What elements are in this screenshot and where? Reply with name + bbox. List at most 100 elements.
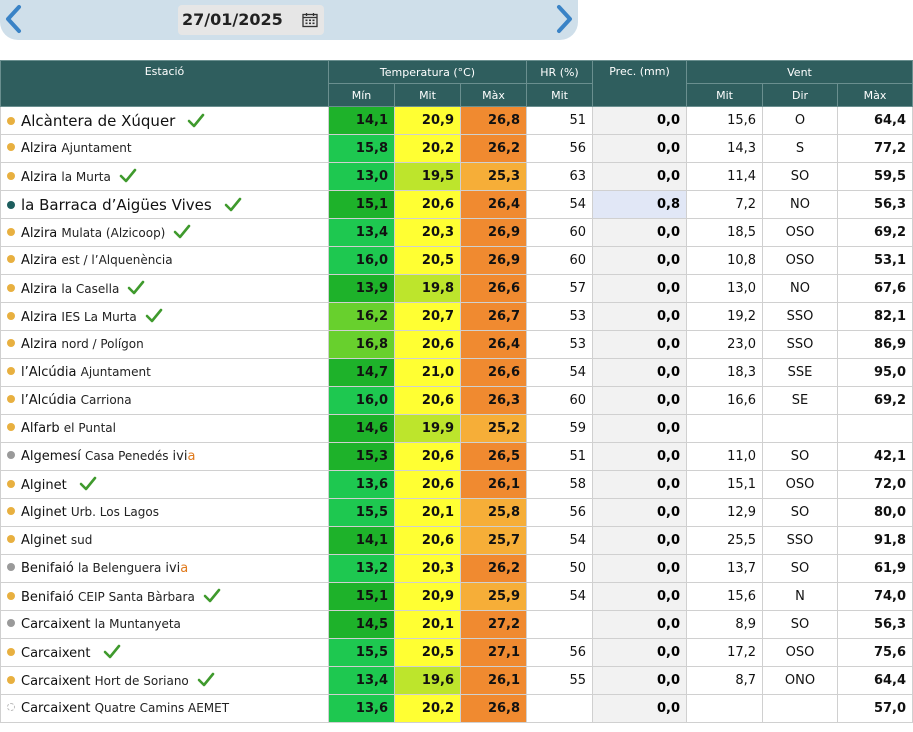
- prec-cell: 0,0: [592, 246, 688, 275]
- wind-dir-cell: [762, 694, 839, 723]
- table-row[interactable]: Benifaió CEIP Santa Bàrbara 15,1 20,9 25,9 5…: [0, 582, 913, 611]
- table-row[interactable]: Alzira la Casella 13,9 19,8 26,6 57 0,0 13,0 NO…: [0, 274, 913, 303]
- header-prec[interactable]: Prec. (mm): [592, 60, 688, 107]
- table-row[interactable]: Carcaixent 15,5 20,5 27,1 56 0,0 17,2 OSO 75,6: [0, 638, 913, 667]
- station-cell[interactable]: Carcaixent Hort de Soriano: [0, 666, 329, 695]
- station-cell[interactable]: l’Alcúdia Ajuntament: [0, 358, 329, 387]
- station-cell[interactable]: Alfarb el Puntal: [0, 414, 329, 443]
- table-row[interactable]: la Barraca d’Aigües Vives 15,1 20,6 26,4 54…: [0, 190, 913, 219]
- header-temp-max[interactable]: Màx: [459, 83, 528, 107]
- station-cell[interactable]: Carcaixent: [0, 638, 329, 667]
- temp-min-cell: 13,0: [328, 162, 395, 191]
- wind-max-cell: 59,5: [837, 162, 913, 191]
- header-station[interactable]: Estació: [0, 60, 329, 107]
- table-row[interactable]: l’Alcúdia Carriona 16,0 20,6 26,3 60 0,0 16,6 S…: [0, 386, 913, 415]
- station-cell[interactable]: Benifaió la Belenguera ivia: [0, 554, 329, 583]
- table-row[interactable]: Alzira est / l’Alquenència 16,0 20,5 26,9 60…: [0, 246, 913, 275]
- wind-mit-cell: 15,1: [686, 470, 764, 499]
- station-name: Alzira: [21, 141, 58, 156]
- wind-max-cell: 72,0: [837, 470, 913, 499]
- date-navigation-bar: 27/01/2025: [0, 0, 578, 40]
- prec-cell: 0,0: [592, 638, 688, 667]
- wind-max-cell: 42,1: [837, 442, 913, 471]
- table-row[interactable]: Alzira Ajuntament 15,8 20,2 26,2 56 0,0 14,3 S 7…: [0, 134, 913, 163]
- station-name: Carcaixent: [21, 701, 91, 716]
- station-cell[interactable]: Alzira Ajuntament: [0, 134, 329, 163]
- chevron-left-icon[interactable]: [2, 2, 26, 36]
- station-cell[interactable]: Alzira la Murta: [0, 162, 329, 191]
- wind-mit-cell: 13,0: [686, 274, 764, 303]
- chevron-right-icon[interactable]: [552, 2, 576, 36]
- station-cell[interactable]: Alginet: [0, 470, 329, 499]
- wind-max-cell: 61,9: [837, 554, 913, 583]
- header-wind-dir[interactable]: Dir: [762, 83, 839, 107]
- temp-min-cell: 16,8: [328, 330, 395, 359]
- station-cell[interactable]: l’Alcúdia Carriona: [0, 386, 329, 415]
- wind-max-cell: 69,2: [837, 386, 913, 415]
- wind-mit-cell: 15,6: [686, 106, 764, 135]
- table-row[interactable]: Alginet sud 14,1 20,6 25,7 54 0,0 25,5 SSO 91,8: [0, 526, 913, 555]
- station-cell[interactable]: la Barraca d’Aigües Vives: [0, 190, 329, 219]
- temp-mit-cell: 20,7: [394, 302, 461, 331]
- checkmark-icon: [103, 644, 120, 659]
- station-cell[interactable]: Alginet sud: [0, 526, 329, 555]
- table-row[interactable]: Alzira IES La Murta 16,2 20,7 26,7 53 0,0 19,2…: [0, 302, 913, 331]
- table-row[interactable]: Algemesí Casa Penedés ivia 15,3 20,6 26,5 51 0…: [0, 442, 913, 471]
- station-cell[interactable]: Alzira est / l’Alquenència: [0, 246, 329, 275]
- station-cell[interactable]: Alzira la Casella: [0, 274, 329, 303]
- wind-dir-cell: OSO: [762, 638, 839, 667]
- header-wind-max[interactable]: Màx: [837, 83, 913, 107]
- temp-min-cell: 13,2: [328, 554, 395, 583]
- station-cell[interactable]: Alginet Urb. Los Lagos: [0, 498, 329, 527]
- table-row[interactable]: Carcaixent la Muntanyeta 14,5 20,1 27,2 0,0 8…: [0, 610, 913, 639]
- calendar-icon[interactable]: [302, 12, 318, 28]
- header-hr: HR (%): [526, 60, 594, 84]
- table-row[interactable]: Carcaixent Hort de Soriano 13,4 19,6 26,1 55…: [0, 666, 913, 695]
- temp-max-cell: 26,1: [459, 666, 528, 695]
- table-row[interactable]: Alcàntera de Xúquer 14,1 20,9 26,8 51 0,0 15,…: [0, 106, 913, 135]
- header-hr-mit[interactable]: Mit: [526, 83, 594, 107]
- table-row[interactable]: Carcaixent Quatre Camins AEMET 13,6 20,2 26…: [0, 694, 913, 723]
- header-temp-min[interactable]: Mín: [328, 83, 395, 107]
- station-cell[interactable]: Carcaixent Quatre Camins AEMET: [0, 694, 329, 723]
- temp-max-cell: 27,2: [459, 610, 528, 639]
- status-dot-icon: [7, 563, 15, 571]
- station-cell[interactable]: Alzira IES La Murta: [0, 302, 329, 331]
- station-cell[interactable]: Alzira nord / Polígon: [0, 330, 329, 359]
- table-row[interactable]: Alginet 13,6 20,6 26,1 58 0,0 15,1 OSO 72,0: [0, 470, 913, 499]
- temp-mit-cell: 20,5: [394, 638, 461, 667]
- table-row[interactable]: Alzira nord / Polígon 16,8 20,6 26,4 53 0,0 23…: [0, 330, 913, 359]
- header-temp-mit[interactable]: Mit: [394, 83, 461, 107]
- table-row[interactable]: Alzira Mulata (Alzicoop) 13,4 20,3 26,9 60 0,…: [0, 218, 913, 247]
- prec-cell: 0,0: [592, 162, 688, 191]
- status-dot-icon: [7, 535, 15, 543]
- date-picker[interactable]: 27/01/2025: [178, 5, 324, 35]
- station-cell[interactable]: Carcaixent la Muntanyeta: [0, 610, 329, 639]
- temp-max-cell: 26,5: [459, 442, 528, 471]
- table-row[interactable]: Alfarb el Puntal 14,6 19,9 25,2 59 0,0: [0, 414, 913, 443]
- table-row[interactable]: l’Alcúdia Ajuntament 14,7 21,0 26,6 54 0,0 18,…: [0, 358, 913, 387]
- station-cell[interactable]: Alcàntera de Xúquer: [0, 106, 329, 135]
- station-location: la Muntanyeta: [94, 617, 181, 631]
- wind-mit-cell: 8,7: [686, 666, 764, 695]
- table-row[interactable]: Alginet Urb. Los Lagos 15,5 20,1 25,8 56 0,0 1…: [0, 498, 913, 527]
- wind-max-cell: 56,3: [837, 190, 913, 219]
- temp-min-cell: 15,5: [328, 638, 395, 667]
- temp-mit-cell: 20,9: [394, 582, 461, 611]
- prec-cell: 0,0: [592, 106, 688, 135]
- station-cell[interactable]: Algemesí Casa Penedés ivia: [0, 442, 329, 471]
- prec-cell: 0,0: [592, 554, 688, 583]
- wind-dir-cell: OSO: [762, 470, 839, 499]
- checkmark-icon: [203, 588, 221, 603]
- temp-mit-cell: 20,3: [394, 218, 461, 247]
- station-cell[interactable]: Benifaió CEIP Santa Bàrbara: [0, 582, 329, 611]
- prec-cell: 0,0: [592, 442, 688, 471]
- temp-max-cell: 26,8: [459, 694, 528, 723]
- table-row[interactable]: Benifaió la Belenguera ivia 13,2 20,3 26,2 50…: [0, 554, 913, 583]
- prec-cell: 0,0: [592, 610, 688, 639]
- status-dot-icon: [7, 592, 15, 600]
- station-cell[interactable]: Alzira Mulata (Alzicoop): [0, 218, 329, 247]
- temp-max-cell: 26,9: [459, 246, 528, 275]
- table-row[interactable]: Alzira la Murta 13,0 19,5 25,3 63 0,0 11,4 SO 59…: [0, 162, 913, 191]
- header-wind-mit[interactable]: Mit: [686, 83, 764, 107]
